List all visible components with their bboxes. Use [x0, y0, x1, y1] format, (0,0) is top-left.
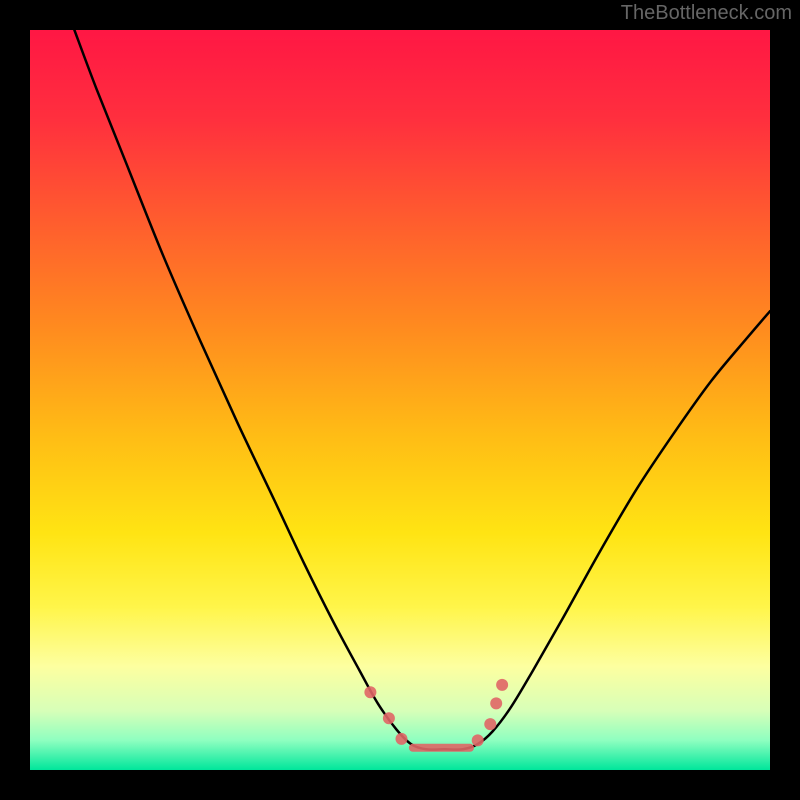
gradient-background	[30, 30, 770, 770]
marker-dot	[472, 734, 484, 746]
chart-frame: TheBottleneck.com	[0, 0, 800, 800]
watermark-text: TheBottleneck.com	[621, 2, 792, 25]
marker-dot	[484, 718, 496, 730]
marker-dot	[490, 697, 502, 709]
plot-area	[30, 30, 770, 770]
plot-svg	[30, 30, 770, 770]
marker-dot	[395, 733, 407, 745]
marker-dot	[383, 712, 395, 724]
marker-dot	[496, 679, 508, 691]
marker-dot	[364, 686, 376, 698]
marker-bar	[409, 744, 474, 752]
